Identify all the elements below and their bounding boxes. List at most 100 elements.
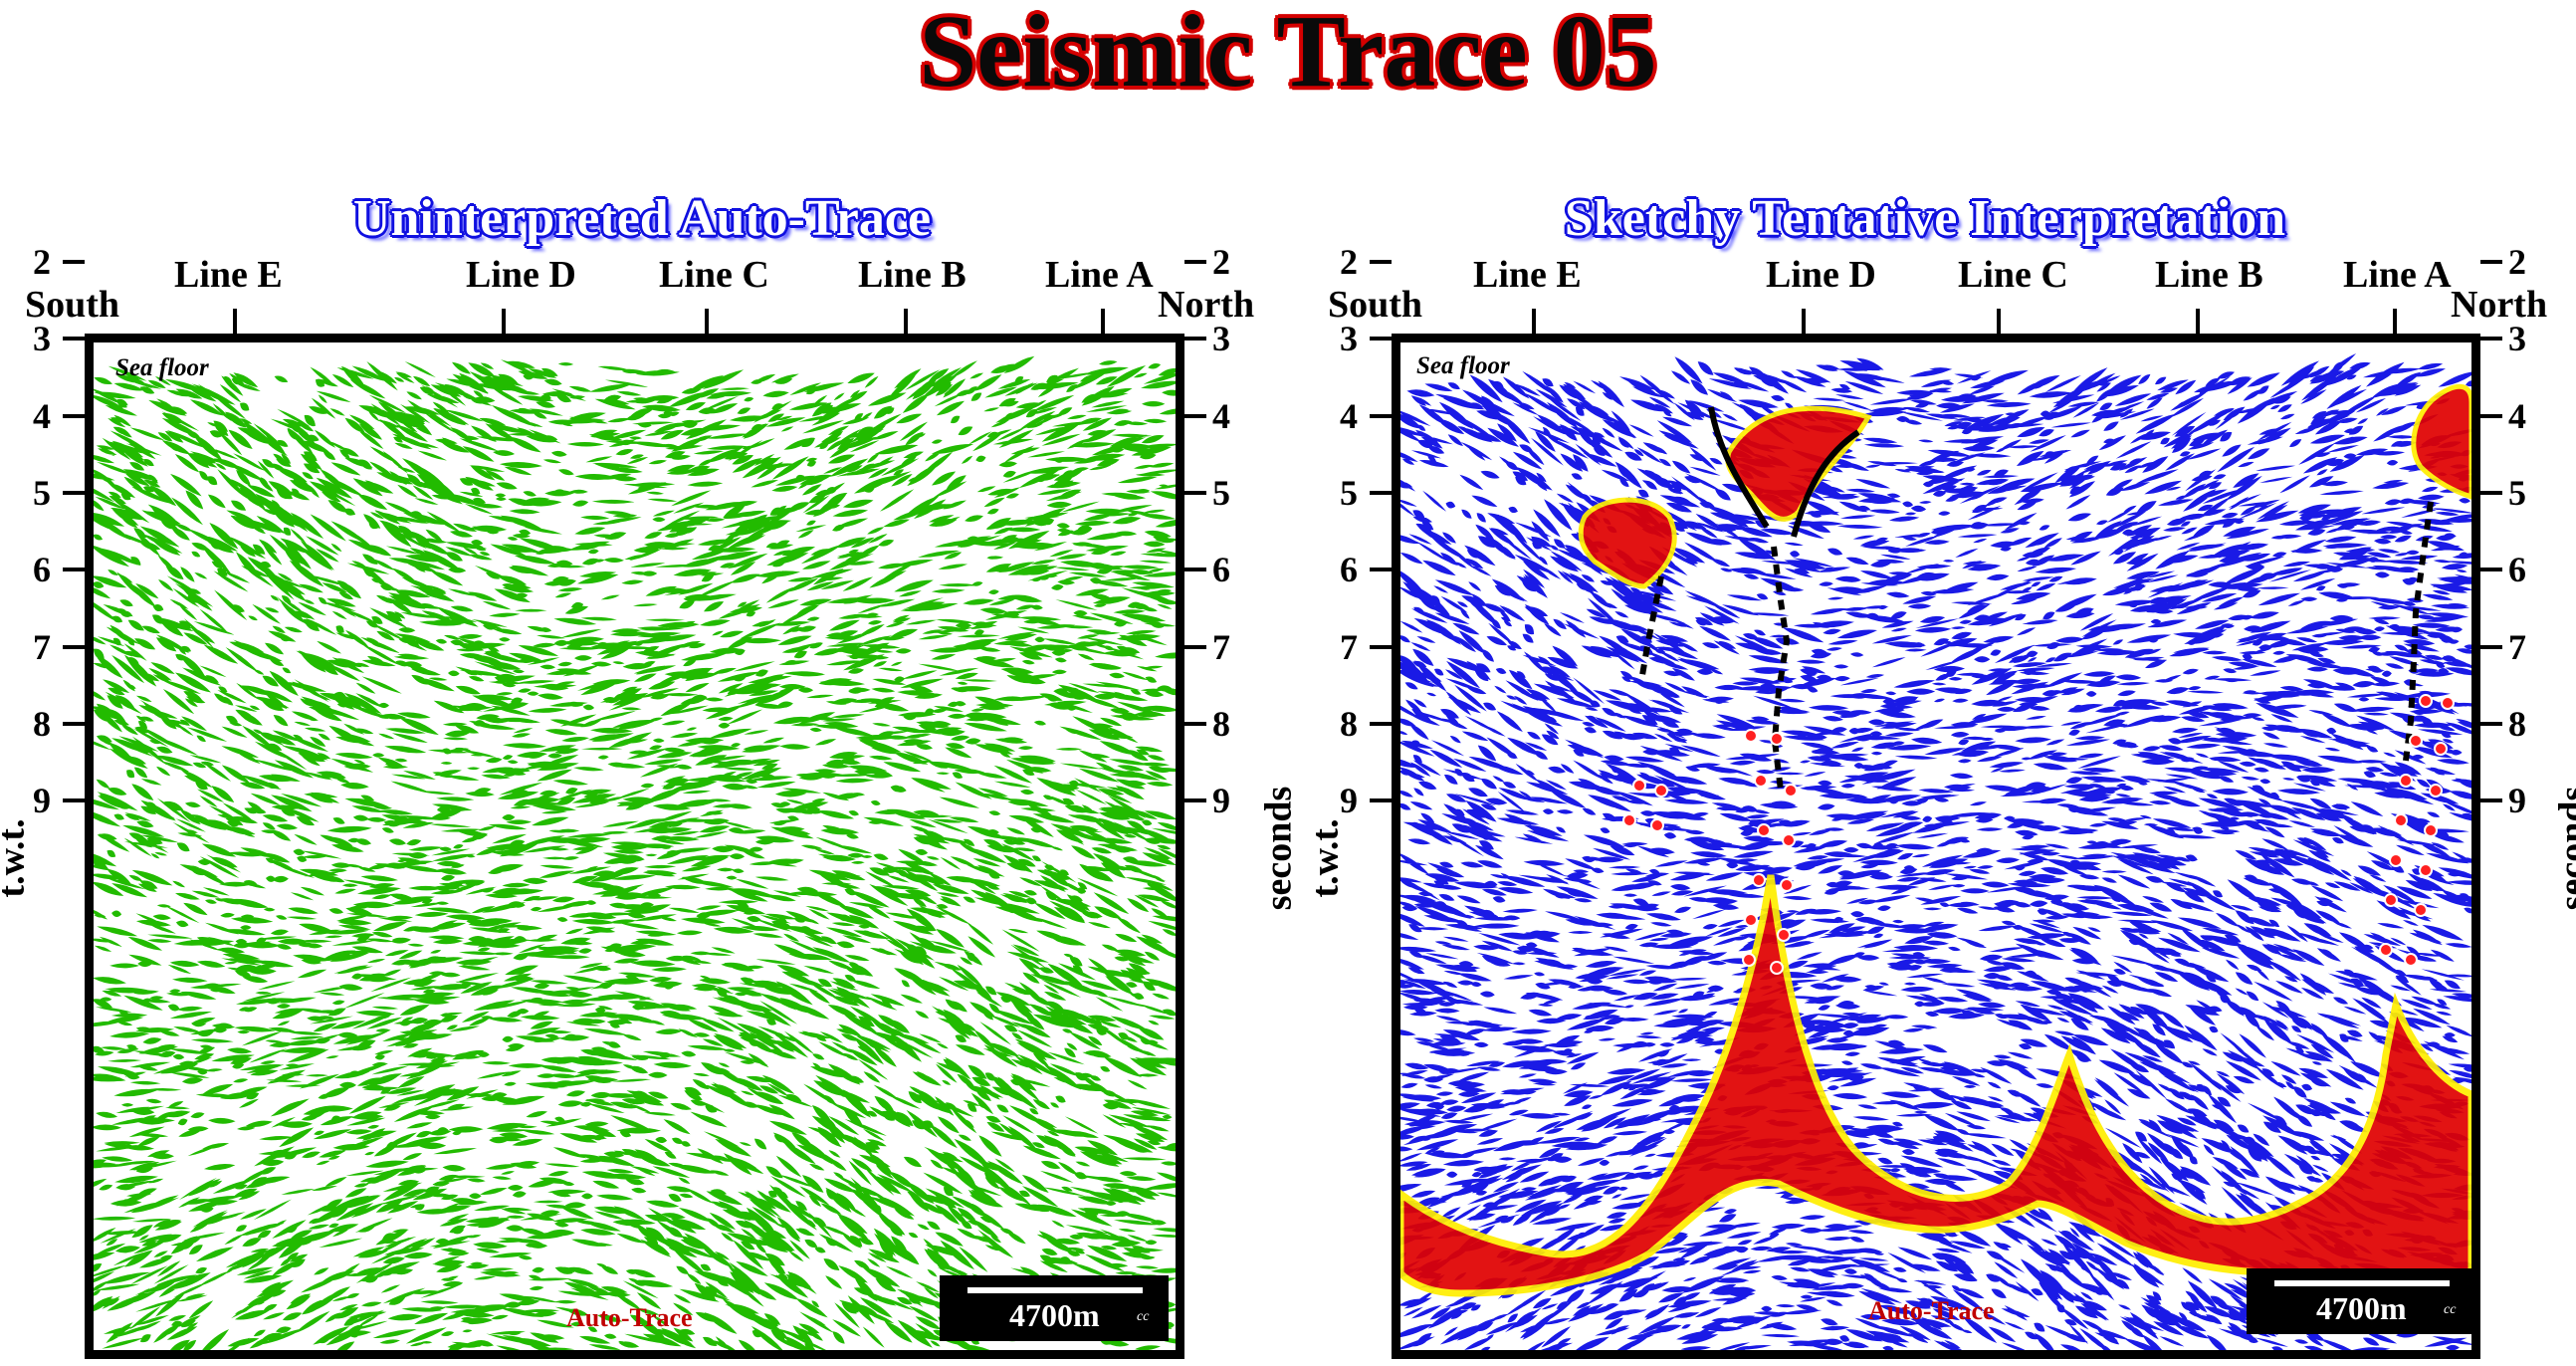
y-tick-label: 7 (33, 629, 51, 665)
panel-title: Sketchy Tentative Interpretation (1512, 189, 2338, 249)
y-tick-label: 7 (2508, 629, 2526, 665)
y-tick-label: 5 (2508, 475, 2526, 511)
y-tick-label: 2 (33, 244, 51, 280)
fault-marker-dot (2410, 735, 2422, 747)
fault-marker-dot (1651, 819, 1663, 831)
panel-uninterpreted: Uninterpreted Auto-Trace Line E Line D L… (0, 189, 1284, 1366)
y-tick-label: 3 (1340, 321, 1358, 356)
line-tick (705, 309, 709, 335)
fault-marker-dot (2420, 695, 2432, 707)
y-tick (1184, 260, 1206, 264)
line-tick (1532, 309, 1536, 335)
y-tick-label: 6 (2508, 552, 2526, 587)
y-tick (1184, 337, 1206, 341)
y-tick-label: 8 (2508, 706, 2526, 742)
y-tick-label: 9 (33, 783, 51, 818)
line-tick (2393, 309, 2397, 335)
y-tick-label: 9 (1212, 783, 1230, 818)
y-tick (1370, 337, 1392, 341)
y-tick (1370, 260, 1392, 264)
y-tick-label: 3 (1212, 321, 1230, 356)
line-tick (233, 309, 237, 335)
y-tick-label: 2 (1212, 244, 1230, 280)
y-tick-label: 8 (1340, 706, 1358, 742)
y-tick (2480, 722, 2502, 726)
scale-bar: 4700m cc (940, 1275, 1169, 1341)
line-label-b: Line B (2155, 255, 2263, 295)
y-tick-label: 4 (1340, 398, 1358, 434)
line-label-d: Line D (466, 255, 576, 295)
y-tick (63, 491, 85, 495)
y-axis-right-label: seconds (2550, 787, 2576, 911)
y-tick-label: 5 (1340, 475, 1358, 511)
y-tick (1370, 414, 1392, 418)
y-tick (63, 568, 85, 571)
fault-marker-dot (1771, 962, 1783, 974)
fault-marker-dot (1655, 785, 1667, 797)
y-tick-label: 5 (1212, 475, 1230, 511)
line-label-a: Line A (2343, 255, 2452, 295)
fault-marker-dot (1781, 879, 1793, 891)
y-tick (63, 798, 85, 802)
blue-seismic-texture (1400, 342, 2471, 1350)
y-tick-label: 9 (1340, 783, 1358, 818)
fault-marker-dot (1758, 824, 1770, 836)
line-label-e: Line E (174, 255, 283, 295)
fault-marker-dot (1745, 914, 1757, 926)
fault-marker-dot (1623, 814, 1635, 826)
fault-marker-dot (2442, 697, 2454, 709)
y-tick (63, 722, 85, 726)
y-tick (1184, 798, 1206, 802)
y-axis-label: t.w.t. (1304, 818, 1348, 897)
y-tick-label: 8 (33, 706, 51, 742)
y-tick-label: 2 (1340, 244, 1358, 280)
y-tick (2480, 568, 2502, 571)
fault-marker-dot (2430, 785, 2442, 797)
line-label-e: Line E (1473, 255, 1582, 295)
fault-marker-dot (1743, 954, 1755, 966)
y-tick-label: 6 (1212, 552, 1230, 587)
y-tick-label: 7 (1212, 629, 1230, 665)
green-seismic-texture (94, 342, 1176, 1350)
line-label-c: Line C (659, 255, 769, 295)
line-tick (1997, 309, 2001, 335)
y-tick-label: 3 (2508, 321, 2526, 356)
y-tick (1370, 568, 1392, 571)
line-label-c: Line C (1958, 255, 2068, 295)
fault-marker-dot (1778, 929, 1790, 941)
fault-marker-dot (1633, 780, 1645, 792)
page-title: Seismic Trace 05 (0, 0, 2576, 110)
north-label: North (1158, 285, 1254, 325)
line-label-a: Line A (1045, 255, 1154, 295)
fault-marker-dot (2390, 854, 2402, 866)
y-tick (2480, 414, 2502, 418)
sea-floor-label: Sea floor (115, 354, 209, 382)
line-tick (2196, 309, 2200, 335)
fault-marker-dot (1783, 834, 1795, 846)
y-tick-label: 6 (33, 552, 51, 587)
y-tick-label: 9 (2508, 783, 2526, 818)
y-tick-label: 4 (1212, 398, 1230, 434)
y-tick (2480, 337, 2502, 341)
salt-dome-small (1581, 500, 1674, 586)
auto-trace-label: Auto-Trace (566, 1303, 693, 1333)
seismic-frame: Sea floor Auto-Trace 4700m cc (1392, 334, 2480, 1359)
seismic-reflector-strokes (94, 356, 1176, 1350)
y-tick-label: 6 (1340, 552, 1358, 587)
panel-title: Uninterpreted Auto-Trace (299, 189, 985, 249)
scale-line (967, 1287, 1143, 1293)
fault-marker-dot (2425, 824, 2437, 836)
y-tick-label: 4 (33, 398, 51, 434)
y-tick (63, 337, 85, 341)
line-label-d: Line D (1766, 255, 1876, 295)
y-tick (1184, 568, 1206, 571)
fault-marker-dot (1753, 874, 1765, 886)
y-tick (63, 260, 85, 264)
fault-marker-dot (2415, 904, 2427, 916)
line-label-b: Line B (858, 255, 966, 295)
y-tick-label: 3 (33, 321, 51, 356)
scale-mark: cc (1137, 1309, 1149, 1325)
fault-marker-dot (1785, 785, 1797, 797)
scale-text: 4700m (1009, 1295, 1100, 1335)
y-tick (2480, 798, 2502, 802)
